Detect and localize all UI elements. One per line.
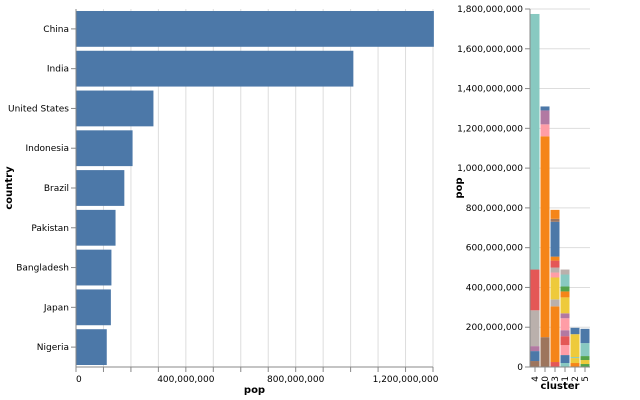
cluster-4-segment	[530, 351, 540, 362]
cluster-1-segment	[560, 313, 570, 319]
country-population-bar-chart: China India United States Indonesia Brazil Pa…	[4, 9, 439, 396]
cluster-5-segment	[580, 343, 590, 357]
cluster-3-segment	[550, 306, 560, 363]
bar-india	[76, 50, 354, 87]
cluster-0-segment	[540, 136, 550, 338]
y-tick-label: 1,600,000,000	[457, 45, 523, 55]
cluster-4-segment	[530, 310, 540, 347]
cluster-1-segment	[560, 330, 570, 337]
x-tick-label: 400,000,000	[157, 375, 215, 385]
y-tick-label: 600,000,000	[466, 244, 524, 254]
y-tick-label: China	[43, 25, 69, 35]
cluster-3-segment	[550, 267, 560, 273]
x-tick-label: 4	[531, 376, 541, 382]
cluster-3-segment	[550, 221, 560, 257]
cluster-1-segment	[560, 297, 570, 314]
x-axis-title: pop	[244, 385, 265, 396]
y-tick-label: 1,200,000,000	[457, 124, 523, 134]
cluster-1-segment	[560, 336, 570, 346]
cluster-1-segment	[560, 291, 570, 298]
cluster-5-segment	[580, 328, 590, 344]
cluster-1-segment	[560, 286, 570, 292]
cluster-1-segment	[560, 363, 570, 367]
cluster-4-segment	[530, 13, 540, 270]
cluster-3-segment	[550, 260, 560, 268]
y-tick-label: Japan	[43, 303, 69, 313]
cluster-3-segment	[550, 277, 560, 300]
x-tick-label: 1,200,000,000	[373, 375, 439, 385]
y-tick-label: Bangladesh	[16, 264, 69, 274]
cluster-0-segment	[540, 110, 550, 125]
cluster-2-segment	[570, 327, 580, 335]
y-tick-label: 400,000,000	[466, 283, 524, 293]
x-tick-label: 1	[561, 376, 571, 382]
cluster-2-segment	[570, 358, 580, 364]
y-tick-label: 1,400,000,000	[457, 85, 523, 95]
cluster-3-segment	[550, 299, 560, 307]
cluster-1-segment	[560, 355, 570, 364]
x-tick-label: 5	[581, 376, 591, 382]
cluster-3-segment	[550, 272, 560, 278]
y-tick-label: Indonesia	[25, 144, 69, 154]
cluster-2-segment	[570, 334, 580, 358]
y-tick-label: 1,800,000,000	[457, 5, 523, 15]
cluster-5-segment	[580, 356, 590, 361]
y-tick-label: United States	[8, 104, 69, 114]
cluster-2-segment	[570, 363, 580, 367]
x-tick-label: 800,000,000	[267, 375, 325, 385]
cluster-1-segment	[560, 274, 570, 287]
bar-bangladesh	[76, 249, 112, 286]
cluster-0-segment	[540, 124, 550, 137]
bar-japan	[76, 289, 111, 326]
x-axis-title: cluster	[541, 381, 580, 392]
cluster-0-segment	[540, 106, 550, 111]
cluster-1-segment	[560, 269, 570, 275]
y-tick-label: 800,000,000	[466, 204, 524, 214]
cluster-4-segment	[530, 361, 540, 367]
cluster-5-segment	[580, 364, 590, 367]
cluster-3-segment	[550, 218, 560, 222]
y-axis-title: country	[4, 166, 15, 210]
bar-china	[76, 10, 434, 47]
cluster-2-segment	[570, 357, 580, 359]
bar-united-states	[76, 90, 154, 127]
y-tick-label: 200,000,000	[466, 323, 524, 333]
y-tick-label: 1,000,000,000	[457, 164, 523, 174]
y-axis-title: pop	[454, 177, 465, 198]
cluster-1-segment	[560, 318, 570, 331]
cluster-4-segment	[530, 346, 540, 352]
x-tick-label: 2	[571, 376, 581, 382]
y-tick-label: Nigeria	[37, 343, 69, 353]
cluster-population-stacked-bar-chart: 0 200,000,000 400,000,000 600,000,000 800,00…	[454, 5, 591, 392]
cluster-3-segment	[550, 209, 560, 219]
bar-indonesia	[76, 130, 133, 167]
cluster-3-segment	[550, 256, 560, 261]
y-tick-label: India	[47, 65, 69, 75]
bar-nigeria	[76, 329, 107, 366]
cluster-3-segment	[550, 362, 560, 367]
x-tick-label: 0	[541, 376, 551, 382]
cluster-4-segment	[530, 269, 540, 311]
bar-brazil	[76, 170, 125, 206]
cluster-0-segment	[540, 337, 550, 367]
y-tick-label: 0	[517, 363, 523, 373]
y-tick-label: Brazil	[44, 184, 69, 194]
x-tick-label: 3	[551, 376, 561, 382]
bar-pakistan	[76, 209, 116, 246]
cluster-1-segment	[560, 345, 570, 356]
x-tick-label: 0	[76, 375, 82, 385]
y-tick-label: Pakistan	[31, 224, 69, 234]
cluster-5-segment	[580, 360, 590, 365]
